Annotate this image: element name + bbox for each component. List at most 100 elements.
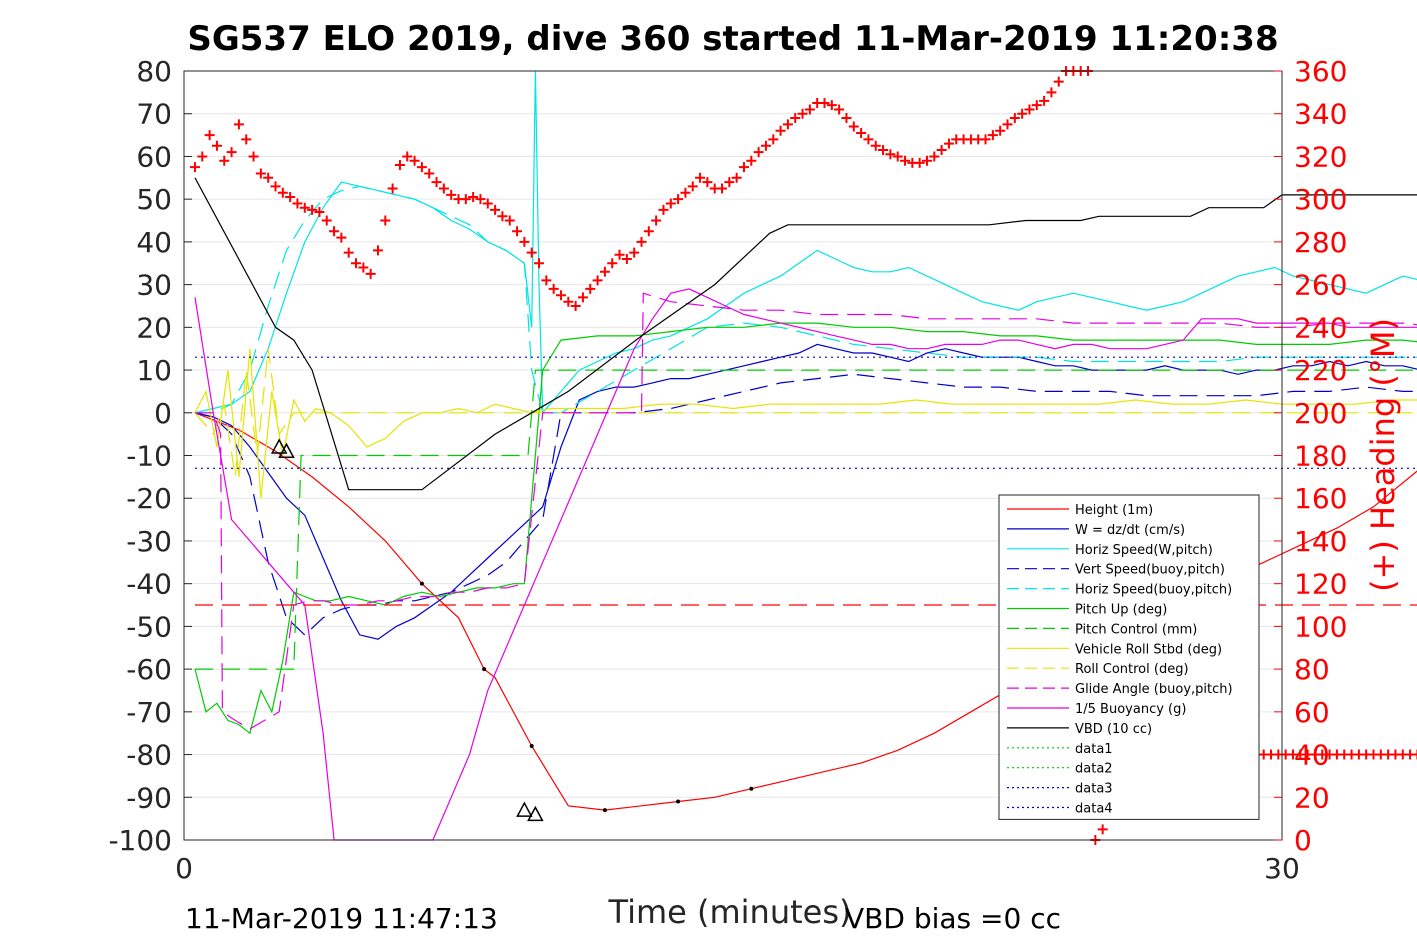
legend-entry: Glide Angle (buoy,pitch) — [1075, 682, 1233, 697]
heading-point — [658, 204, 669, 215]
heading-point — [936, 145, 947, 156]
turnaround-marker — [270, 438, 288, 454]
legend-entry: data2 — [1075, 762, 1113, 777]
heading-point — [248, 151, 259, 162]
y-tick-label: 70 — [136, 98, 172, 131]
y-right-tick-label: 260 — [1294, 269, 1347, 302]
heading-point — [409, 155, 420, 166]
heading-point — [526, 247, 537, 258]
heading-point — [299, 202, 310, 213]
heading-point — [1412, 749, 1417, 760]
heading-point — [211, 140, 222, 151]
y-tick-label: -30 — [126, 525, 172, 558]
y-tick-label: 30 — [136, 269, 172, 302]
heading-point — [1009, 112, 1020, 123]
heading-point — [687, 181, 698, 192]
y-tick-label: -50 — [126, 610, 172, 643]
heading-point — [636, 236, 647, 247]
heading-point — [314, 206, 325, 217]
y-tick-label: 0 — [154, 397, 172, 430]
heading-point — [585, 283, 596, 294]
heading-point — [1053, 76, 1064, 87]
y-right-tick-label: 240 — [1294, 311, 1347, 344]
y-tick-label: 10 — [136, 354, 172, 387]
series-line-11 — [194, 177, 1417, 491]
heading-point — [497, 211, 508, 222]
heading-point — [329, 226, 340, 237]
heading-point — [555, 290, 566, 301]
heading-point — [892, 151, 903, 162]
height-sample-dot — [419, 581, 424, 586]
heading-point — [1046, 87, 1057, 98]
footer-vbd-bias: VBD bias =0 cc — [845, 902, 1061, 935]
legend-entry: Height (1m) — [1075, 503, 1153, 518]
y-tick-label: 20 — [136, 311, 172, 344]
heading-point — [424, 168, 435, 179]
heading-point — [570, 300, 581, 311]
heading-point — [270, 181, 281, 192]
chart-title: SG537 ELO 2019, dive 360 started 11-Mar-… — [187, 19, 1278, 59]
heading-point — [548, 283, 559, 294]
heading-point — [468, 192, 479, 203]
heading-point — [621, 253, 632, 264]
heading-point — [848, 121, 859, 132]
heading-point — [643, 226, 654, 237]
heading-point — [738, 162, 749, 173]
series-line-9 — [195, 292, 1417, 730]
heading-point — [651, 215, 662, 226]
heading-point — [534, 258, 545, 269]
heading-point — [665, 198, 676, 209]
x-tick-label: 0 — [175, 852, 193, 885]
legend-entry: Horiz Speed(buoy,pitch) — [1075, 583, 1232, 598]
heading-point — [438, 183, 449, 194]
y-right-tick-label: 340 — [1294, 98, 1347, 131]
y-right-tick-label: 0 — [1294, 824, 1312, 857]
y-right-tick-label: 20 — [1294, 781, 1330, 814]
heading-point — [402, 151, 413, 162]
heading-point — [204, 130, 215, 141]
heading-point — [490, 204, 501, 215]
heading-point — [504, 215, 515, 226]
heading-point — [790, 112, 801, 123]
y-right-tick-label: 300 — [1294, 183, 1347, 216]
height-sample-dot — [529, 744, 534, 749]
heading-point — [731, 172, 742, 183]
heading-point — [365, 268, 376, 279]
y-tick-label: -20 — [126, 482, 172, 515]
heading-point — [921, 155, 932, 166]
heading-point — [826, 100, 837, 111]
heading-point — [285, 192, 296, 203]
heading-point — [680, 187, 691, 198]
x-tick-label: 30 — [1264, 852, 1300, 885]
heading-point — [980, 134, 991, 145]
heading-point — [724, 177, 735, 188]
series-line-6 — [195, 369, 1417, 670]
legend-entry: VBD (10 cc) — [1075, 722, 1152, 737]
legend-entry: Roll Control (deg) — [1075, 662, 1189, 677]
heading-point — [416, 162, 427, 173]
series-line-3 — [194, 373, 1417, 636]
y-right-tick-label: 40 — [1294, 739, 1330, 772]
y-right-tick-label: 200 — [1294, 397, 1347, 430]
heading-point — [673, 194, 684, 205]
heading-point — [292, 198, 303, 209]
heading-point — [841, 112, 852, 123]
heading-point — [856, 127, 867, 138]
heading-point — [599, 266, 610, 277]
heading-point — [746, 155, 757, 166]
heading-point — [885, 149, 896, 160]
heading-point — [987, 130, 998, 141]
y-tick-label: 40 — [136, 226, 172, 259]
heading-point — [475, 194, 486, 205]
heading-point — [878, 145, 889, 156]
heading-point — [380, 215, 391, 226]
heading-point — [1024, 104, 1035, 115]
y-right-tick-label: 120 — [1294, 568, 1347, 601]
heading-point — [929, 151, 940, 162]
heading-point — [563, 296, 574, 307]
heading-point — [629, 247, 640, 258]
heading-point — [782, 119, 793, 130]
legend-entry: Horiz Speed(W,pitch) — [1075, 543, 1213, 558]
y-axis-left: 80 70 60 50 40 30 20 10 0 -10 -20 -30 -40 -50 -60 -70 -8… — [108, 55, 192, 857]
